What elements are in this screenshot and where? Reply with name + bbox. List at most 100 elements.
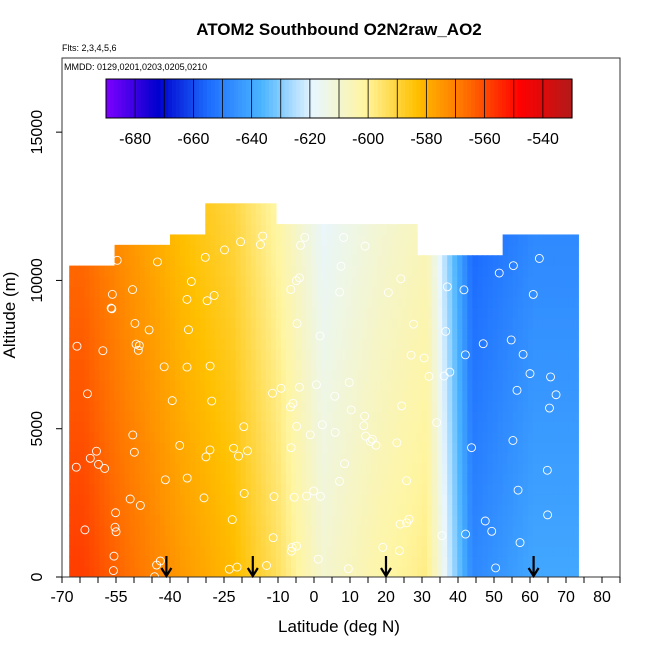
sample-point — [107, 304, 117, 314]
heatmap-cell — [175, 244, 181, 256]
heatmap-cell — [568, 317, 574, 329]
heatmap-cell — [119, 452, 126, 464]
sample-point — [295, 273, 304, 283]
heatmap-cell — [331, 348, 338, 360]
sample-point — [336, 261, 346, 271]
heatmap-cell — [477, 369, 484, 381]
heatmap-cell — [558, 421, 564, 433]
heatmap-cell — [542, 275, 549, 288]
heatmap-cell — [361, 255, 368, 267]
heatmap-cell — [452, 327, 458, 339]
heatmap-cell — [311, 410, 317, 422]
heatmap-cell — [99, 431, 106, 443]
heatmap-cell — [104, 338, 111, 350]
heatmap-cell — [210, 431, 217, 443]
heatmap-cell — [260, 421, 267, 433]
heatmap-cell — [260, 338, 267, 350]
heatmap-cell — [396, 307, 403, 319]
heatmap-cell — [422, 400, 428, 412]
heatmap-cell — [190, 462, 196, 474]
colorbar-swatch — [405, 79, 410, 118]
heatmap-cell — [225, 224, 232, 236]
heatmap-cell — [411, 545, 418, 557]
heatmap-cell — [432, 379, 438, 391]
heatmap-cell — [230, 244, 237, 256]
heatmap-cell — [537, 307, 544, 319]
heatmap-cell — [200, 359, 206, 371]
heatmap-cell — [89, 369, 96, 381]
heatmap-cell — [230, 483, 237, 495]
heatmap-cell — [205, 390, 212, 402]
heatmap-cell — [265, 431, 272, 443]
heatmap-cell — [472, 483, 479, 495]
heatmap-cell — [104, 473, 111, 485]
heatmap-cell — [497, 545, 504, 557]
heatmap-cell — [180, 431, 186, 443]
heatmap-cell — [311, 234, 317, 246]
heatmap-cell — [74, 338, 80, 350]
heatmap-cell — [326, 462, 332, 474]
heatmap-cell — [89, 307, 96, 319]
heatmap-cell — [311, 327, 317, 339]
heatmap-cell — [190, 255, 196, 267]
heatmap-cell — [195, 545, 201, 557]
heatmap-cell — [79, 317, 86, 329]
heatmap-cell — [477, 317, 484, 329]
heatmap-cell — [316, 400, 322, 412]
heatmap-cell — [376, 566, 383, 577]
heatmap-cell — [159, 493, 166, 506]
heatmap-cell — [220, 545, 227, 557]
heatmap-cell — [114, 307, 121, 319]
heatmap-cell — [376, 556, 383, 568]
heatmap-cell — [285, 338, 292, 350]
heatmap-cell — [114, 286, 121, 298]
heatmap-cell — [210, 296, 217, 308]
heatmap-cell — [356, 307, 363, 319]
heatmap-cell — [361, 369, 368, 381]
heatmap-cell — [210, 483, 217, 495]
heatmap-cell — [306, 286, 312, 298]
heatmap-cell — [260, 556, 267, 568]
sample-point — [129, 447, 139, 457]
heatmap-cell — [260, 410, 267, 422]
heatmap-cell — [351, 255, 358, 267]
heatmap-cell — [235, 213, 242, 225]
heatmap-cell — [537, 359, 544, 371]
heatmap-cell — [220, 359, 227, 371]
heatmap-cell — [316, 265, 322, 277]
heatmap-cell — [296, 359, 302, 371]
heatmap-cell — [275, 338, 282, 350]
heatmap-cell — [321, 400, 327, 412]
heatmap-cell — [225, 348, 232, 360]
colorbar-swatch — [408, 79, 414, 118]
heatmap-cell — [215, 493, 222, 506]
heatmap-cell — [326, 504, 332, 516]
heatmap-cell — [154, 421, 161, 433]
heatmap-cell — [573, 369, 579, 381]
heatmap-cell — [230, 317, 237, 329]
heatmap-cell — [220, 410, 227, 422]
heatmap-cell — [94, 307, 101, 319]
heatmap-cell — [457, 400, 464, 412]
heatmap-cell — [341, 462, 348, 474]
heatmap-cell — [411, 338, 418, 350]
heatmap-cell — [84, 525, 91, 537]
sample-point — [144, 325, 154, 335]
heatmap-cell — [512, 244, 519, 256]
heatmap-cell — [321, 473, 327, 485]
heatmap-cell — [144, 348, 151, 360]
heatmap-cell — [477, 275, 484, 288]
heatmap-cell — [250, 317, 257, 329]
heatmap-cell — [321, 566, 327, 577]
heatmap-cell — [210, 566, 217, 577]
heatmap-cell — [200, 566, 206, 577]
heatmap-cell — [164, 244, 171, 256]
heatmap-cell — [472, 359, 479, 371]
heatmap-cell — [250, 348, 257, 360]
heatmap-cell — [74, 390, 80, 402]
heatmap-cell — [220, 244, 227, 256]
colorbar-tick-label: -660 — [177, 131, 209, 148]
heatmap-cell — [175, 410, 181, 422]
heatmap-cell — [548, 504, 554, 516]
heatmap-cell — [401, 535, 408, 547]
